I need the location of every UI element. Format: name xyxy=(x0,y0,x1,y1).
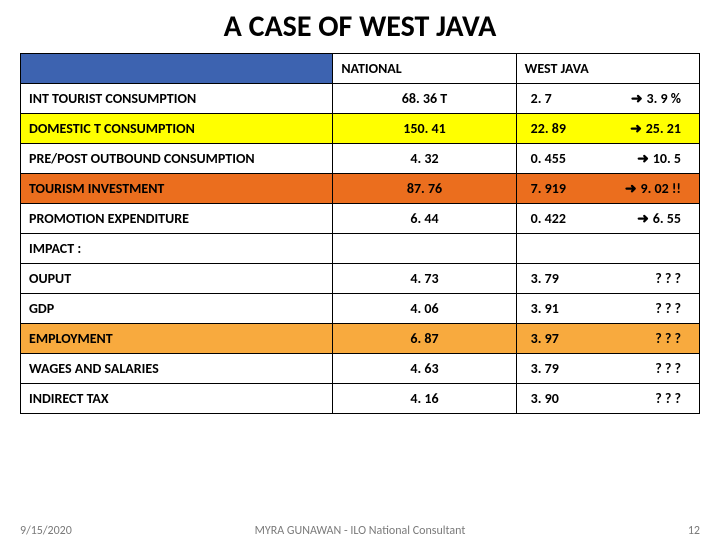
row-westjava: 3. 79 ? ? ? xyxy=(516,264,699,294)
wj-value-right: ➜ 3. 9 % xyxy=(631,90,681,107)
header-national: NATIONAL xyxy=(333,54,516,84)
wj-value-left: 3. 90 xyxy=(531,390,559,407)
row-westjava: 22. 89 ➜ 25. 21 xyxy=(516,114,699,144)
wj-value-left: 3. 79 xyxy=(531,360,559,377)
row-westjava: 2. 7 ➜ 3. 9 % xyxy=(516,84,699,114)
row-label: IMPACT : xyxy=(21,234,333,264)
row-national: 87. 76 xyxy=(333,174,516,204)
header-westjava: WEST JAVA xyxy=(516,54,699,84)
table-row: EMPLOYMENT6. 873. 97 ? ? ? xyxy=(21,324,700,354)
row-westjava: 3. 97 ? ? ? xyxy=(516,324,699,354)
row-label: OUPUT xyxy=(21,264,333,294)
row-national xyxy=(333,234,516,264)
row-national: 4. 63 xyxy=(333,354,516,384)
row-label: INDIRECT TAX xyxy=(21,384,333,414)
table-row: INDIRECT TAX4. 163. 90 ? ? ? xyxy=(21,384,700,414)
row-national: 4. 73 xyxy=(333,264,516,294)
table-header-row: NATIONALWEST JAVA xyxy=(21,54,700,84)
row-westjava: 0. 422 ➜ 6. 55 xyxy=(516,204,699,234)
wj-value-left: 3. 97 xyxy=(531,330,559,347)
table-row: INT TOURIST CONSUMPTION68. 36 T 2. 7 ➜ 3. … xyxy=(21,84,700,114)
wj-value-left: 3. 79 xyxy=(531,270,559,287)
footer-center: MYRA GUNAWAN - ILO National Consultant xyxy=(0,524,720,538)
wj-value-left: 0. 455 xyxy=(531,150,566,167)
wj-value-right: ? ? ? xyxy=(655,360,681,377)
wj-value-right: ? ? ? xyxy=(655,270,681,287)
wj-value-left: 3. 91 xyxy=(531,300,559,317)
arrow-icon: ➜ xyxy=(637,150,653,166)
arrow-icon: ➜ xyxy=(625,180,641,196)
arrow-icon: ➜ xyxy=(631,90,647,106)
row-label: GDP xyxy=(21,294,333,324)
slide-footer: 9/15/2020 MYRA GUNAWAN - ILO National Co… xyxy=(0,524,720,538)
table-row: PRE/POST OUTBOUND CONSUMPTION4. 320. 455… xyxy=(21,144,700,174)
slide-title: A CASE OF WEST JAVA xyxy=(0,8,720,45)
row-label: PROMOTION EXPENDITURE xyxy=(21,204,333,234)
wj-value-right: ? ? ? xyxy=(655,300,681,317)
table-row: OUPUT4. 733. 79 ? ? ? xyxy=(21,264,700,294)
table-row: DOMESTIC T CONSUMPTION150. 41 22. 89 ➜ 25.… xyxy=(21,114,700,144)
wj-value-right: ➜ 10. 5 xyxy=(637,150,681,167)
row-national: 4. 16 xyxy=(333,384,516,414)
wj-value-right: ➜ 6. 55 xyxy=(637,210,681,227)
table-row: PROMOTION EXPENDITURE6. 44 0. 422 ➜ 6. 55 xyxy=(21,204,700,234)
row-westjava: 3. 91 ? ? ? xyxy=(516,294,699,324)
row-label: INT TOURIST CONSUMPTION xyxy=(21,84,333,114)
row-national: 4. 32 xyxy=(333,144,516,174)
row-westjava: 3. 90 ? ? ? xyxy=(516,384,699,414)
arrow-icon: ➜ xyxy=(637,210,653,226)
data-table: NATIONALWEST JAVAINT TOURIST CONSUMPTION… xyxy=(20,53,700,414)
wj-value-left: 2. 7 xyxy=(531,90,552,107)
row-westjava: 7. 919 ➜ 9. 02 !! xyxy=(516,174,699,204)
table-row: TOURISM INVESTMENT87. 76 7. 919 ➜ 9. 02 !! xyxy=(21,174,700,204)
row-national: 150. 41 xyxy=(333,114,516,144)
row-westjava: 0. 455 ➜ 10. 5 xyxy=(516,144,699,174)
row-national: 6. 87 xyxy=(333,324,516,354)
table-row: GDP4. 063. 91 ? ? ? xyxy=(21,294,700,324)
wj-value-right: ➜ 9. 02 !! xyxy=(625,180,681,197)
row-label: PRE/POST OUTBOUND CONSUMPTION xyxy=(21,144,333,174)
wj-value-left: 7. 919 xyxy=(531,180,566,197)
row-westjava xyxy=(516,234,699,264)
row-label: EMPLOYMENT xyxy=(21,324,333,354)
wj-value-right: ➜ 25. 21 xyxy=(630,120,681,137)
wj-value-right: ? ? ? xyxy=(655,390,681,407)
row-westjava: 3. 79 ? ? ? xyxy=(516,354,699,384)
row-national: 4. 06 xyxy=(333,294,516,324)
wj-value-right: ? ? ? xyxy=(655,330,681,347)
wj-value-left: 22. 89 xyxy=(531,120,566,137)
row-national: 6. 44 xyxy=(333,204,516,234)
table-row: WAGES AND SALARIES4. 633. 79 ? ? ? xyxy=(21,354,700,384)
header-blank xyxy=(21,54,333,84)
row-national: 68. 36 T xyxy=(333,84,516,114)
row-label: DOMESTIC T CONSUMPTION xyxy=(21,114,333,144)
table-row: IMPACT : xyxy=(21,234,700,264)
wj-value-left: 0. 422 xyxy=(531,210,566,227)
row-label: WAGES AND SALARIES xyxy=(21,354,333,384)
arrow-icon: ➜ xyxy=(630,120,646,136)
row-label: TOURISM INVESTMENT xyxy=(21,174,333,204)
